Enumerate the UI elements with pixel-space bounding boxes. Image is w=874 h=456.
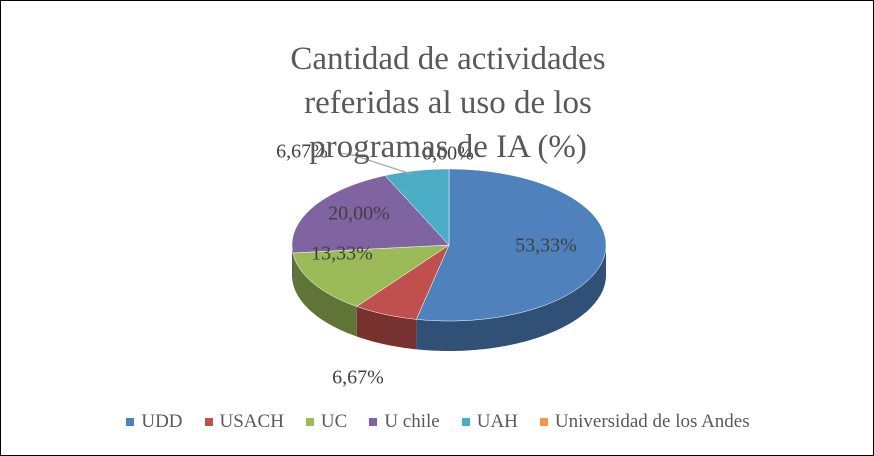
legend-item: USACH xyxy=(204,411,284,433)
legend-swatch xyxy=(461,418,470,426)
data-label: 6,67% xyxy=(276,141,328,163)
slice-side xyxy=(416,245,606,351)
chart-title: Cantidad de actividades referidas al uso… xyxy=(290,41,606,165)
legend-item: U chile xyxy=(369,411,440,433)
slice-side xyxy=(292,245,293,283)
legend: UDD USACH UC U chile UAH Universidad de los A… xyxy=(1,411,874,433)
legend-label: UDD xyxy=(141,411,183,432)
data-label: 0,00% xyxy=(422,143,474,165)
legend-swatch xyxy=(369,418,378,426)
slice-side xyxy=(356,306,417,350)
legend-item: UDD xyxy=(126,411,183,433)
slice xyxy=(384,168,450,246)
legend-swatch xyxy=(204,418,213,426)
slice xyxy=(291,175,450,254)
legend-item: UAH xyxy=(461,411,518,433)
slice xyxy=(356,244,450,320)
data-label: 6,67% xyxy=(332,367,384,389)
legend-label: Universidad de los Andes xyxy=(554,411,750,432)
data-label: 53,33% xyxy=(515,235,577,257)
legend-label: USACH xyxy=(219,411,284,432)
slice xyxy=(416,168,607,322)
legend-label: UAH xyxy=(476,411,518,432)
legend-item: Universidad de los Andes xyxy=(539,411,750,433)
legend-swatch xyxy=(305,418,314,426)
slice xyxy=(292,244,450,307)
slice-side xyxy=(292,252,357,337)
legend-label: UC xyxy=(320,411,348,432)
legend-swatch xyxy=(539,418,548,426)
data-label: 13,33% xyxy=(311,243,373,265)
leader-line xyxy=(338,152,412,175)
legend-label: U chile xyxy=(384,411,440,432)
legend-swatch xyxy=(126,418,135,426)
legend-item: UC xyxy=(305,411,348,433)
data-label: 20,00% xyxy=(328,203,390,225)
